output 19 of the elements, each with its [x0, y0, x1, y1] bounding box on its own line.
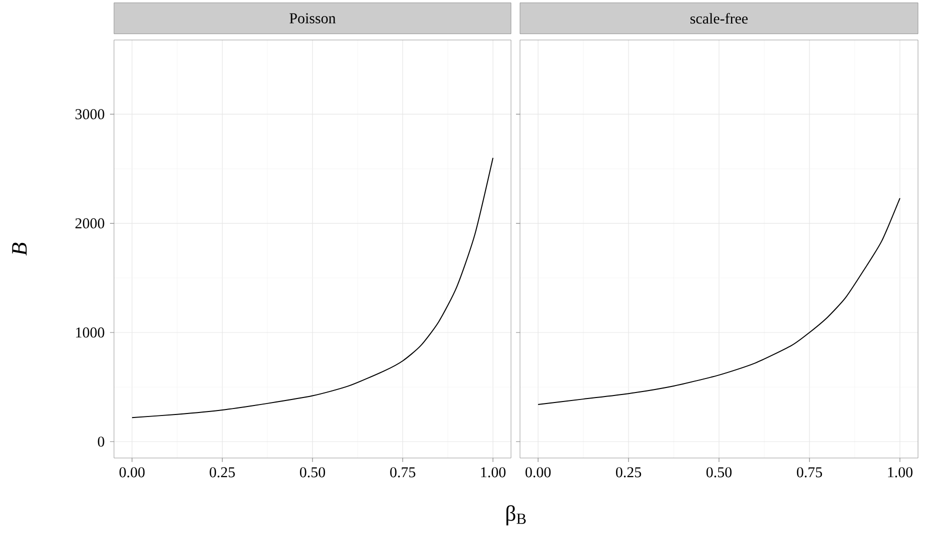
x-tick-label: 0.50 — [300, 467, 326, 478]
x-tick-label: 0.00 — [120, 467, 145, 478]
x-tick-label: 1.00 — [481, 467, 506, 478]
x-tick-label: 0.75 — [796, 467, 822, 478]
chart-title: scale-free — [690, 12, 748, 24]
x-tick-label: 0.25 — [210, 467, 235, 478]
x-tick-label: 1.00 — [888, 467, 912, 478]
x-axis-title: β$_{B}$ — [506, 505, 526, 526]
chart-title: Poisson — [290, 13, 336, 24]
y-tick-label: 1000 — [76, 327, 104, 338]
line-series — [132, 157, 494, 418]
x-tick-label: 0.00 — [526, 467, 551, 478]
x-tick-label: 0.25 — [616, 467, 642, 478]
x-tick-label: 0.50 — [706, 467, 732, 478]
y-axis-title: B — [12, 242, 27, 256]
y-tick-label: 2000 — [75, 218, 104, 228]
y-tick-label: 3000 — [76, 109, 104, 120]
y-tick-label: 0 — [98, 436, 104, 447]
x-tick-label: 0.75 — [390, 467, 416, 478]
